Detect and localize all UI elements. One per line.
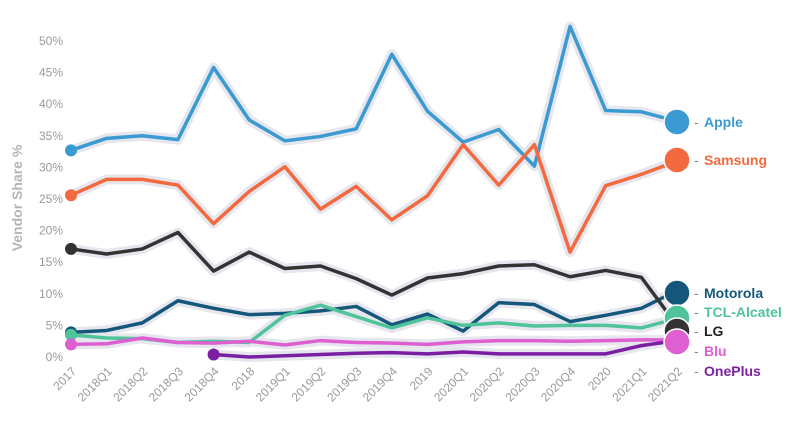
- series-start-marker: [65, 338, 77, 351]
- series-end-marker: [663, 108, 691, 136]
- x-tick-label: 2019Q4: [360, 364, 400, 404]
- x-tick-label: 2018Q3: [146, 364, 186, 404]
- y-tick-label: 30%: [39, 160, 63, 174]
- legend-label: Motorola: [704, 285, 763, 301]
- series-lines-layer: [69, 24, 679, 359]
- y-axis-ticks: 0% 5% 10% 15% 20% 25% 30% 35% 40% 45% 50%: [39, 34, 63, 364]
- y-tick-label: 45%: [39, 66, 63, 80]
- y-tick-label: 5%: [46, 318, 64, 332]
- legend-label: Apple: [704, 114, 743, 130]
- y-tick-label: 50%: [39, 34, 63, 48]
- y-tick-label: 15%: [39, 255, 63, 269]
- series-end-dots: [663, 108, 691, 356]
- series-start-marker: [65, 328, 77, 341]
- series-line-lg: [69, 230, 679, 328]
- series-line-motorola: [69, 288, 679, 335]
- series-start-marker: [65, 242, 77, 255]
- legend-connector: -: [694, 304, 699, 320]
- y-tick-label: 40%: [39, 97, 63, 111]
- x-tick-label: 2020Q3: [502, 364, 542, 404]
- x-tick-label: 2018Q1: [75, 364, 115, 404]
- legend-connector: -: [694, 323, 699, 339]
- series-start-dots: [65, 144, 220, 361]
- legend-label: OnePlus: [704, 363, 761, 379]
- y-tick-label: 10%: [39, 287, 63, 301]
- x-tick-label: 2020: [585, 364, 614, 393]
- x-tick-label: 2020Q4: [538, 364, 578, 404]
- legend-label: Samsung: [704, 152, 767, 168]
- series-line-samsung: [69, 142, 679, 254]
- x-tick-label: 2017: [50, 364, 79, 393]
- legend-connector: -: [694, 285, 699, 301]
- x-tick-label: 2020Q1: [431, 364, 471, 404]
- legend-connector: -: [694, 114, 699, 130]
- y-tick-label: 0%: [46, 350, 64, 364]
- series-glow-layer: [66, 21, 682, 362]
- x-tick-label: 2020Q2: [467, 364, 507, 404]
- series-line-blu: [69, 336, 679, 347]
- legend-label: TCL-Alcatel: [704, 304, 782, 320]
- x-tick-label: 2019Q3: [324, 364, 364, 404]
- legend-connector: -: [694, 152, 699, 168]
- x-tick-label: 2019Q1: [253, 364, 293, 404]
- series-start-marker: [207, 348, 220, 361]
- legend-connector: -: [694, 363, 699, 379]
- x-tick-label: 2018: [229, 364, 258, 393]
- legend-connector: -: [694, 343, 699, 359]
- legend-label: Blu: [704, 343, 727, 359]
- series-end-marker: [663, 146, 691, 174]
- legend: - Apple- Samsung- Motorola- TCL-Alcatel- LG- B…: [694, 114, 782, 379]
- x-tick-label: 2018Q2: [110, 364, 150, 404]
- x-tick-label: 2018Q4: [182, 364, 222, 404]
- y-tick-label: 25%: [39, 192, 63, 206]
- y-tick-label: 35%: [39, 129, 63, 143]
- series-start-marker: [65, 189, 77, 202]
- series-line-oneplus: [211, 338, 679, 359]
- x-tick-label: 2021Q2: [645, 364, 685, 404]
- series-glow: [66, 21, 682, 172]
- x-tick-label: 2021Q1: [609, 364, 649, 404]
- series-end-marker: [663, 328, 691, 356]
- legend-label: LG: [704, 323, 724, 339]
- y-tick-label: 20%: [39, 224, 63, 238]
- series-line-apple: [69, 24, 679, 168]
- series-start-marker: [65, 144, 77, 157]
- series-end-marker: [663, 279, 691, 307]
- y-axis-label: Vendor Share %: [9, 144, 25, 251]
- x-tick-label: 2019Q2: [289, 364, 329, 404]
- x-tick-label: 2019: [407, 364, 436, 393]
